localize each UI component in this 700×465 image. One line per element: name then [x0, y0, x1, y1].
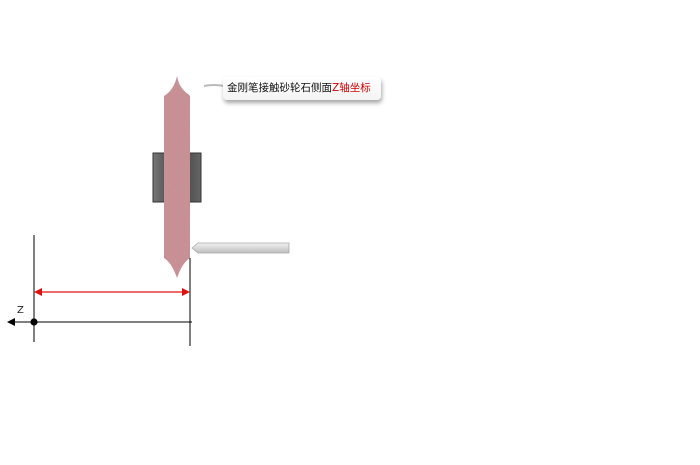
dimension-arrow-right	[182, 288, 190, 296]
callout-leader	[203, 84, 225, 87]
callout-label: 金刚笔接触砂轮石侧面Z轴坐标	[223, 77, 381, 100]
origin-dot-icon	[30, 318, 38, 326]
callout-text: 金刚笔接触砂轮石侧面	[227, 82, 332, 94]
diamond-pen	[191, 242, 290, 254]
callout-highlight: Z轴坐标	[332, 82, 371, 94]
left-arrow-icon	[7, 318, 15, 326]
z-axis-label: Z	[17, 305, 24, 316]
grinding-wheel	[164, 76, 190, 278]
dimension-arrow-left	[34, 288, 42, 296]
